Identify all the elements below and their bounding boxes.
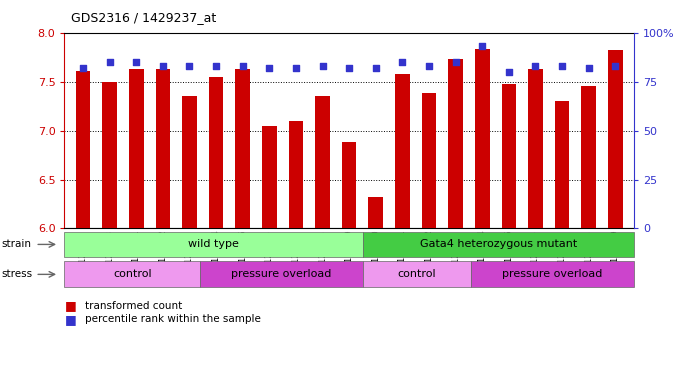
Text: control: control xyxy=(113,269,151,280)
Point xyxy=(370,65,381,71)
Bar xyxy=(209,77,224,228)
Text: Gata4 heterozygous mutant: Gata4 heterozygous mutant xyxy=(420,239,577,250)
Point xyxy=(317,63,328,69)
Bar xyxy=(155,69,170,228)
Bar xyxy=(555,101,570,228)
Text: percentile rank within the sample: percentile rank within the sample xyxy=(85,314,260,324)
Bar xyxy=(102,82,117,228)
Point xyxy=(131,59,142,65)
Point xyxy=(557,63,567,69)
Point xyxy=(344,65,355,71)
Point xyxy=(104,59,115,65)
Text: stress: stress xyxy=(1,269,33,280)
Point xyxy=(450,59,461,65)
Bar xyxy=(368,197,383,228)
Point xyxy=(610,63,621,69)
Bar xyxy=(262,126,277,228)
Point xyxy=(530,63,541,69)
Bar xyxy=(129,69,144,228)
Bar xyxy=(235,69,250,228)
Bar xyxy=(200,262,363,287)
Text: transformed count: transformed count xyxy=(85,301,182,311)
Bar xyxy=(64,228,634,384)
Point xyxy=(237,63,248,69)
Bar xyxy=(64,232,363,257)
Bar xyxy=(315,96,330,228)
Point xyxy=(290,65,301,71)
Point xyxy=(397,59,408,65)
Bar xyxy=(363,262,471,287)
Bar xyxy=(64,262,200,287)
Point xyxy=(157,63,168,69)
Point xyxy=(477,43,487,50)
Bar xyxy=(395,74,410,228)
Point xyxy=(77,65,88,71)
Text: pressure overload: pressure overload xyxy=(231,269,332,280)
Text: control: control xyxy=(398,269,436,280)
Bar xyxy=(342,142,357,228)
Point xyxy=(264,65,275,71)
Bar xyxy=(475,49,490,228)
Point xyxy=(583,65,594,71)
Text: pressure overload: pressure overload xyxy=(502,269,603,280)
Bar xyxy=(448,59,463,228)
Point xyxy=(184,63,195,69)
Point xyxy=(211,63,222,69)
Point xyxy=(504,69,515,75)
Bar xyxy=(502,84,516,228)
Text: strain: strain xyxy=(1,239,31,250)
Text: GDS2316 / 1429237_at: GDS2316 / 1429237_at xyxy=(71,12,216,25)
Point xyxy=(424,63,435,69)
Bar xyxy=(528,69,543,228)
Bar xyxy=(182,96,197,228)
Text: ■: ■ xyxy=(64,313,76,326)
Text: wild type: wild type xyxy=(188,239,239,250)
Text: ■: ■ xyxy=(64,299,76,312)
Bar xyxy=(471,262,634,287)
Bar xyxy=(76,71,90,228)
Bar xyxy=(363,232,634,257)
Bar xyxy=(289,121,303,228)
Bar xyxy=(581,86,596,228)
Bar xyxy=(608,50,622,228)
Bar xyxy=(422,93,437,228)
